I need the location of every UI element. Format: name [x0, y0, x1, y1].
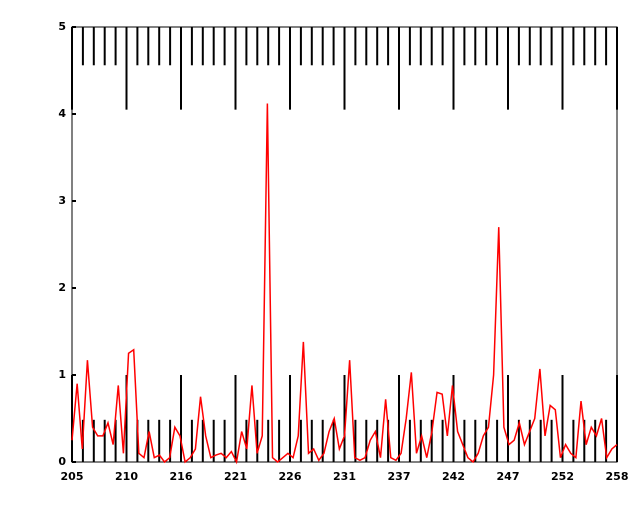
x-tick-label: 221	[224, 470, 247, 483]
y-tick-label: 1	[58, 368, 66, 381]
y-tick-label: 3	[58, 194, 66, 207]
x-tick-label: 216	[170, 470, 193, 483]
x-tick-label: 247	[497, 470, 520, 483]
y-tick-label: 2	[58, 281, 66, 294]
x-tick-label: 231	[333, 470, 356, 483]
x-tick-label: 258	[606, 470, 629, 483]
y-tick-label: 0	[58, 455, 66, 468]
y-tick-label: 4	[58, 107, 66, 120]
x-tick-label: 205	[61, 470, 84, 483]
x-tick-label: 242	[442, 470, 465, 483]
x-tick-label: 226	[279, 470, 302, 483]
y-tick-label: 5	[58, 20, 66, 33]
data-line	[71, 103, 618, 465]
x-tick-label: 210	[115, 470, 138, 483]
x-tick-label: 252	[551, 470, 574, 483]
x-tick-label: 237	[388, 470, 411, 483]
